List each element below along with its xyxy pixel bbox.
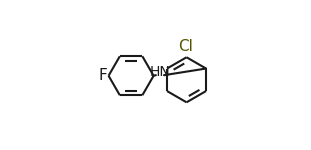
Text: Cl: Cl	[178, 39, 193, 54]
Text: HN: HN	[150, 65, 170, 79]
Text: F: F	[98, 68, 107, 83]
